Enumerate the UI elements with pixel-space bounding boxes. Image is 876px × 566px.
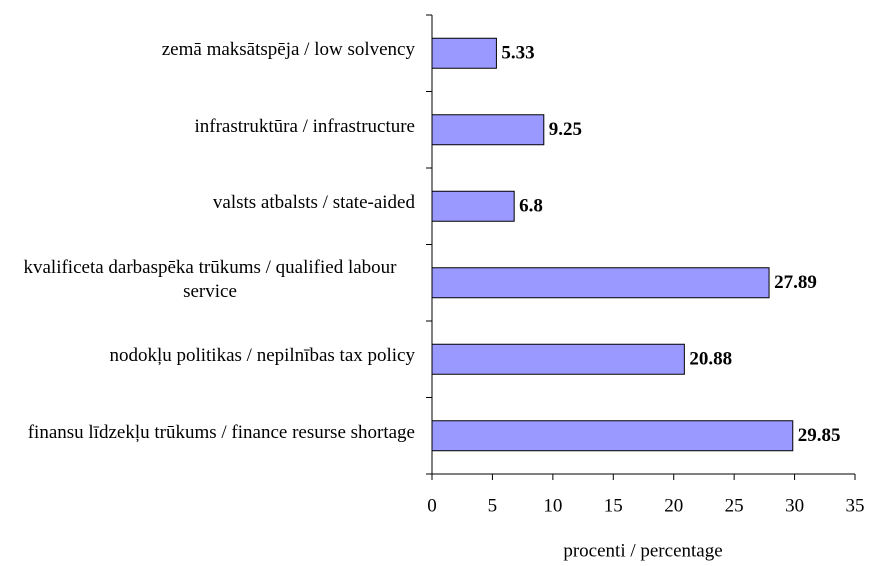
value-label: 20.88 xyxy=(689,349,732,370)
bar xyxy=(431,37,497,69)
x-tick-label: 20 xyxy=(664,495,683,516)
category-label: infrastruktūra / infrastructure xyxy=(194,115,415,137)
category-label: kvalificeta darbaspēka trūkums / qualifi… xyxy=(23,256,397,302)
bar xyxy=(431,267,770,299)
x-axis-label: procenti / percentage xyxy=(563,540,722,561)
bar xyxy=(431,114,545,146)
x-tick-label: 30 xyxy=(785,495,804,516)
value-label: 6.8 xyxy=(519,196,543,217)
x-tick-label: 0 xyxy=(427,495,437,516)
x-tick-label: 35 xyxy=(846,495,865,516)
bar xyxy=(431,420,794,452)
value-label: 29.85 xyxy=(798,425,841,446)
value-label: 9.25 xyxy=(549,119,582,140)
x-tick-label: 10 xyxy=(543,495,562,516)
category-label: zemā maksātspēja / low solvency xyxy=(161,39,415,61)
x-tick-label: 15 xyxy=(604,495,623,516)
category-label: nodokļu politikas / nepilnības tax polic… xyxy=(109,345,415,367)
category-label: finansu līdzekļu trūkums / finance resur… xyxy=(27,421,415,443)
value-label: 5.33 xyxy=(501,43,534,64)
category-label: valsts atbalsts / state-aided xyxy=(212,192,415,214)
value-label: 27.89 xyxy=(774,272,817,293)
x-tick-label: 25 xyxy=(725,495,744,516)
bar xyxy=(431,190,515,222)
x-tick-label: 5 xyxy=(488,495,498,516)
bar xyxy=(431,343,685,375)
